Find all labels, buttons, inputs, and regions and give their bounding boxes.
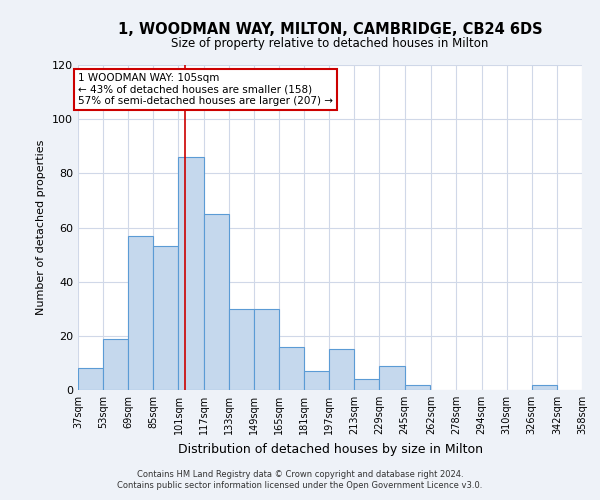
Text: 1 WOODMAN WAY: 105sqm
← 43% of detached houses are smaller (158)
57% of semi-det: 1 WOODMAN WAY: 105sqm ← 43% of detached …	[78, 73, 333, 106]
Bar	[404, 384, 430, 390]
Bar	[229, 308, 254, 390]
Bar	[304, 371, 329, 390]
Text: Contains public sector information licensed under the Open Government Licence v3: Contains public sector information licen…	[118, 481, 482, 490]
Text: 1, WOODMAN WAY, MILTON, CAMBRIDGE, CB24 6DS: 1, WOODMAN WAY, MILTON, CAMBRIDGE, CB24 …	[118, 22, 542, 38]
Bar	[355, 379, 379, 390]
Bar	[203, 214, 229, 390]
Bar	[103, 338, 128, 390]
Bar	[78, 368, 103, 390]
X-axis label: Distribution of detached houses by size in Milton: Distribution of detached houses by size …	[178, 442, 482, 456]
Bar	[379, 366, 404, 390]
Y-axis label: Number of detached properties: Number of detached properties	[37, 140, 46, 315]
Bar	[128, 236, 154, 390]
Bar	[279, 346, 304, 390]
Bar	[178, 157, 203, 390]
Text: Size of property relative to detached houses in Milton: Size of property relative to detached ho…	[172, 38, 488, 51]
Text: Contains HM Land Registry data © Crown copyright and database right 2024.: Contains HM Land Registry data © Crown c…	[137, 470, 463, 479]
Bar	[532, 384, 557, 390]
Bar	[329, 350, 355, 390]
Bar	[254, 308, 279, 390]
Bar	[154, 246, 178, 390]
